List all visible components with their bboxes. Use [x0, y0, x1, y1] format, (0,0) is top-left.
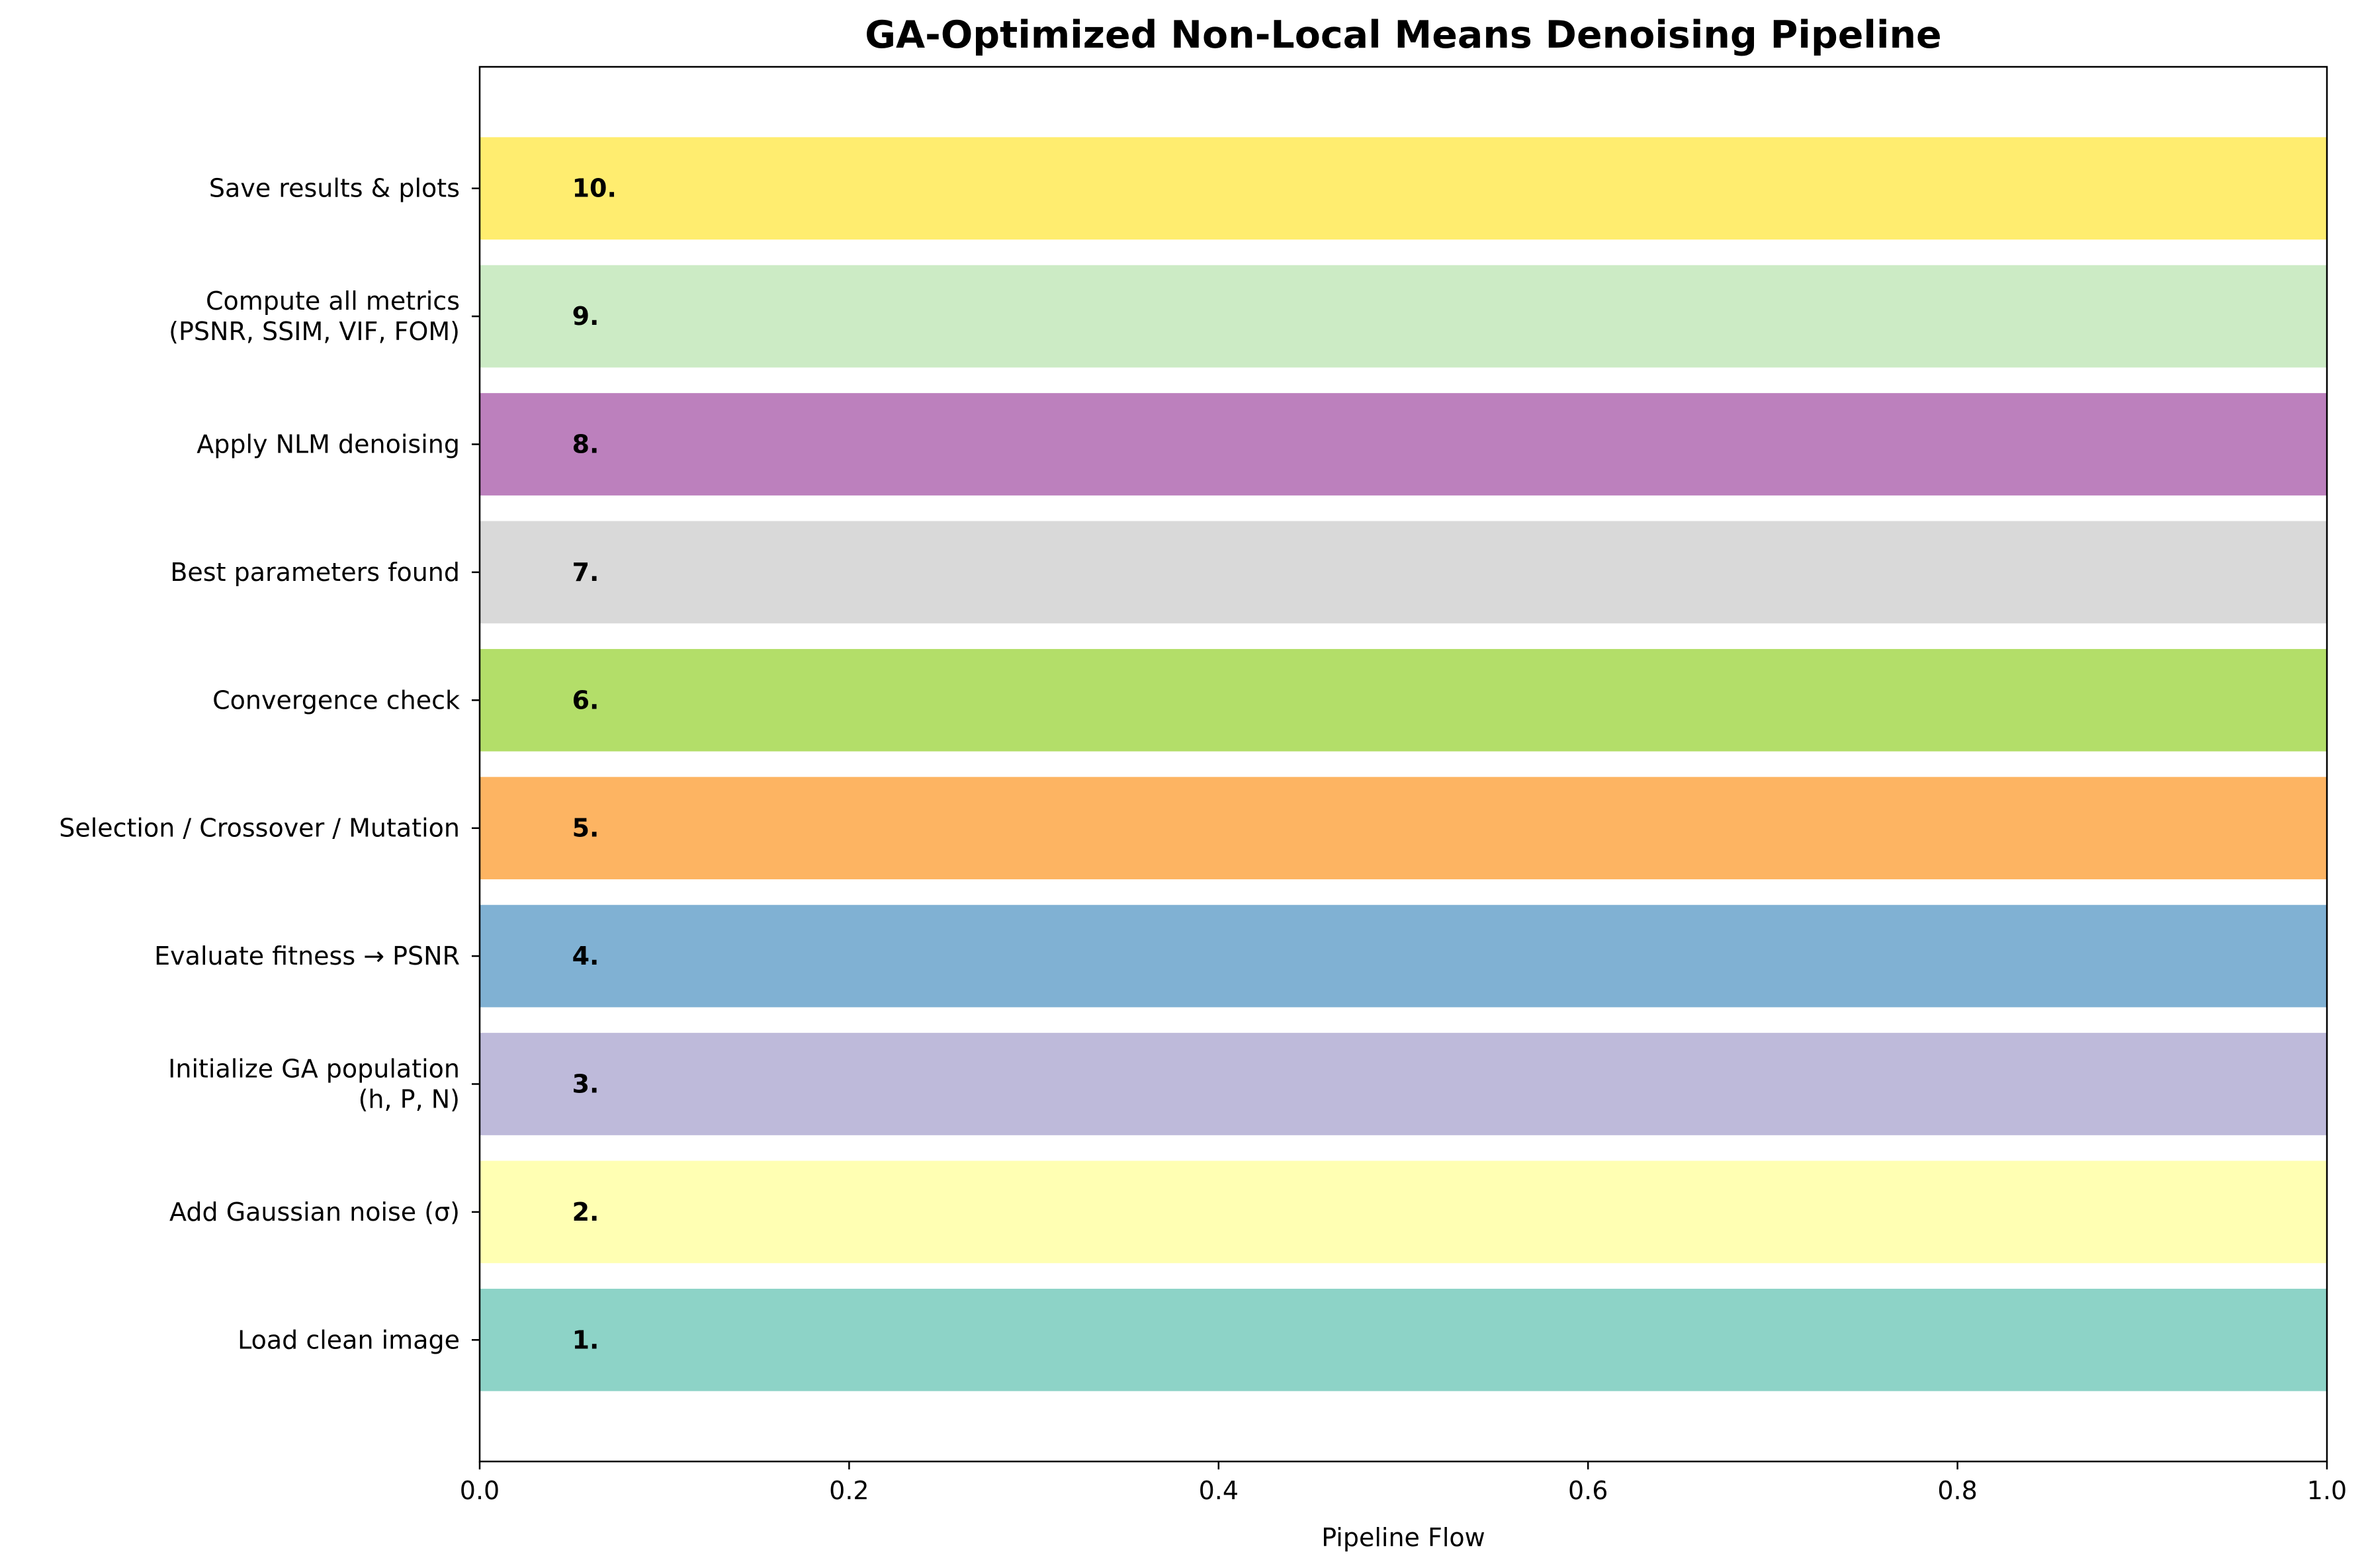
- bar-label-step-7: 7.: [572, 558, 599, 587]
- bar-label-step-1: 1.: [572, 1325, 599, 1354]
- y-tick-label-9: Compute all metrics (PSNR, SSIM, VIF, FOM…: [169, 286, 460, 346]
- bar-step-8: [480, 393, 2327, 496]
- bar-step-6: [480, 648, 2327, 752]
- bar-label-step-8: 8.: [572, 430, 599, 459]
- bar-label-step-4: 4.: [572, 941, 599, 971]
- y-tick-label-10: Save results & plots: [209, 174, 460, 203]
- y-tick-label-6: Convergence check: [212, 685, 460, 715]
- y-tick-label-1: Load clean image: [238, 1325, 460, 1354]
- y-tick-label-3: Initialize GA population (h, P, N): [168, 1054, 460, 1113]
- plot-frame: [478, 65, 2328, 1463]
- bar-label-step-5: 5.: [572, 814, 599, 843]
- y-tick-label-4: Evaluate fitness → PSNR: [154, 941, 460, 971]
- bars-group: [480, 137, 2327, 1391]
- bar-label-step-2: 2.: [572, 1198, 599, 1227]
- x-tick-label-1: 0.2: [829, 1476, 869, 1505]
- x-tick-label-4: 0.8: [1937, 1476, 1977, 1505]
- bar-label-step-9: 9.: [572, 302, 599, 331]
- bar-step-10: [480, 137, 2327, 240]
- x-axis-label: Pipeline Flow: [1321, 1523, 1485, 1552]
- y-tick-label-7: Best parameters found: [170, 558, 460, 587]
- bar-label-step-6: 6.: [572, 685, 599, 715]
- chart-title: GA-Optimized Non-Local Means Denoising P…: [865, 13, 1941, 57]
- x-tick-label-5: 1.0: [2307, 1476, 2347, 1505]
- bar-labels-group: 1. 2. 3. 4. 5. 6. 7. 8. 9. 10.: [572, 174, 617, 1355]
- bar-step-2: [480, 1160, 2327, 1264]
- bar-step-9: [480, 265, 2327, 368]
- y-tick-label-5: Selection / Crossover / Mutation: [59, 814, 460, 843]
- bar-step-4: [480, 904, 2327, 1008]
- y-tick-label-8: Apply NLM denoising: [197, 430, 460, 459]
- bar-step-7: [480, 521, 2327, 624]
- bar-label-step-3: 3.: [572, 1069, 599, 1098]
- y-axis-ticks: Load clean image Add Gaussian noise (σ) In…: [59, 174, 480, 1354]
- bar-step-5: [480, 777, 2327, 880]
- x-tick-label-2: 0.4: [1199, 1476, 1239, 1505]
- x-tick-label-0: 0.0: [460, 1476, 500, 1505]
- bar-step-1: [480, 1288, 2327, 1391]
- bar-label-step-10: 10.: [572, 174, 617, 203]
- y-tick-label-2: Add Gaussian noise (σ): [169, 1198, 460, 1227]
- x-axis-ticks: 0.0 0.2 0.4 0.6 0.8 1.0: [460, 1461, 2347, 1505]
- x-tick-label-3: 0.6: [1568, 1476, 1608, 1505]
- bar-step-3: [480, 1033, 2327, 1135]
